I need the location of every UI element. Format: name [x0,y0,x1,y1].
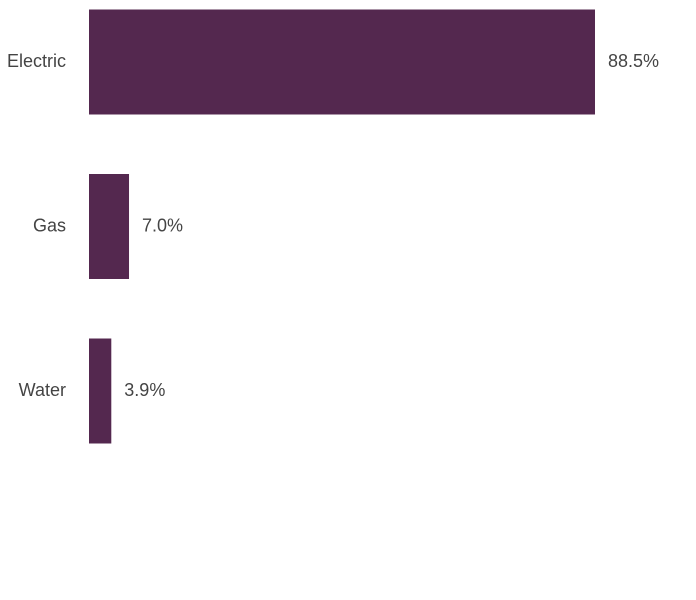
value-label: 3.9% [124,380,165,400]
category-label: Gas [33,215,66,235]
bar [89,9,595,115]
value-label: 88.5% [608,51,659,71]
category-label: Water [19,380,66,400]
bar [89,174,130,279]
category-label: Electric [7,51,66,71]
bar [89,338,112,444]
value-label: 7.0% [142,215,183,235]
